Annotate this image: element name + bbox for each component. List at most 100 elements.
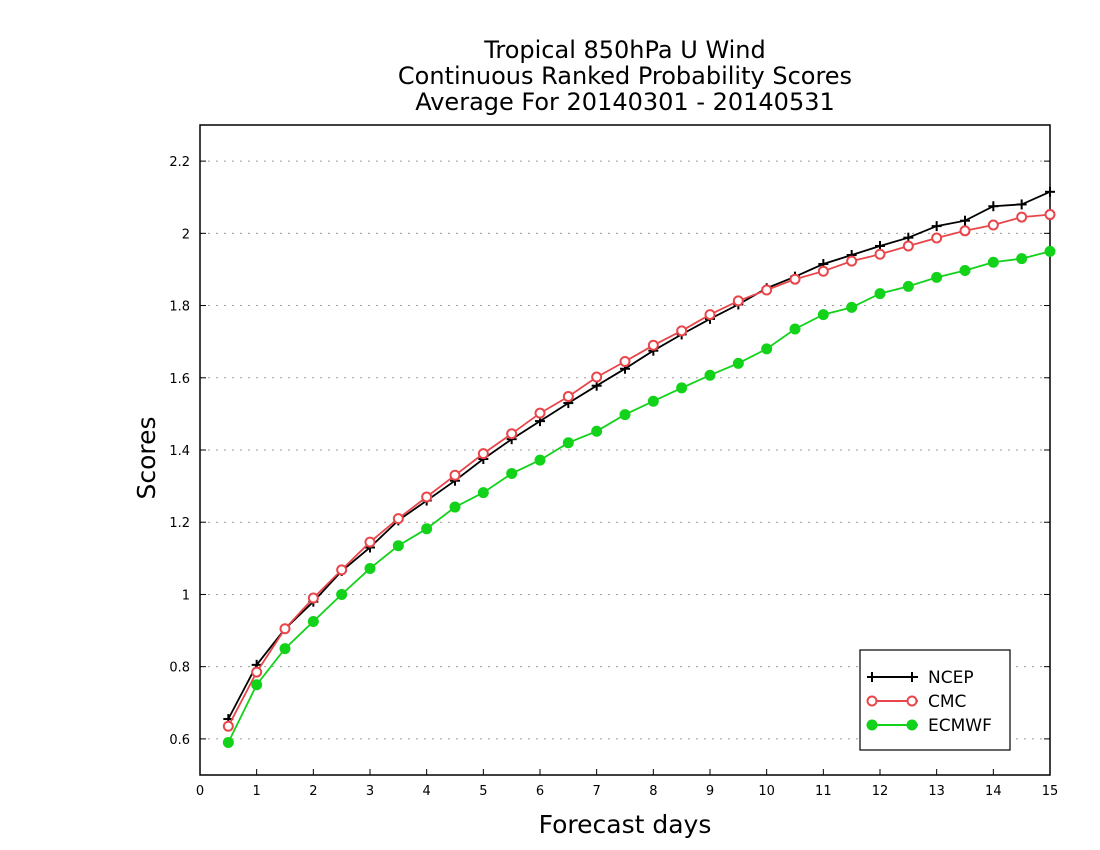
y-tick-label: 1.2 <box>169 516 190 531</box>
data-point-ecmwf <box>477 487 489 499</box>
x-tick-label: 0 <box>196 784 204 799</box>
data-point-cmc <box>421 491 433 503</box>
x-tick-label: 5 <box>479 784 487 799</box>
data-point-ecmwf <box>562 437 574 449</box>
legend-marker-cmc <box>866 695 878 707</box>
data-point-ecmwf <box>336 588 348 600</box>
data-point-ncep <box>1045 186 1055 197</box>
data-point-ecmwf <box>874 288 886 300</box>
x-tick-label: 10 <box>758 784 775 799</box>
legend-entries: NCEP CMC ECMWF <box>866 668 992 736</box>
data-point-ecmwf <box>789 323 801 335</box>
data-point-cmc <box>534 407 546 419</box>
data-point-cmc <box>732 295 744 307</box>
data-point-cmc <box>477 448 489 460</box>
chart-title-line-3: Average For 20140301 - 20140531 <box>415 88 835 116</box>
chart-title-line-2: Continuous Ranked Probability Scores <box>398 62 852 90</box>
data-point-ecmwf <box>222 737 234 748</box>
y-axis-ticks: 0.6 0.8 1 1.2 1.4 1.6 1.8 2 2.2 <box>169 155 1050 748</box>
legend-label-ecmwf: ECMWF <box>928 716 992 736</box>
legend-marker-ecmwf <box>906 719 918 731</box>
x-tick-label: 13 <box>928 784 945 799</box>
y-tick-label: 2 <box>182 227 190 242</box>
legend-label-cmc: CMC <box>928 692 966 712</box>
data-point-ecmwf <box>647 395 659 407</box>
x-tick-label: 8 <box>649 784 657 799</box>
data-point-ncep <box>931 221 942 232</box>
data-point-cmc <box>392 513 404 525</box>
data-point-ecmwf <box>1044 245 1056 257</box>
data-point-ecmwf <box>279 643 291 655</box>
data-point-ncep <box>960 215 970 226</box>
data-point-ecmwf <box>817 309 829 321</box>
data-point-cmc <box>817 265 829 277</box>
data-point-ecmwf <box>591 425 603 437</box>
x-axis-label: Forecast days <box>539 810 712 839</box>
data-point-ncep <box>1016 199 1027 210</box>
data-point-ecmwf <box>307 616 319 628</box>
data-point-cmc <box>364 536 376 548</box>
y-tick-label: 1 <box>182 588 190 603</box>
series-line-ncep <box>227 190 1051 720</box>
y-axis-label: Scores <box>132 416 161 499</box>
data-point-ecmwf <box>1016 253 1028 265</box>
data-point-cmc <box>676 325 688 337</box>
x-tick-label: 6 <box>536 784 544 799</box>
series-ncep <box>223 186 1055 725</box>
data-point-ecmwf <box>449 501 461 513</box>
data-point-cmc <box>846 255 858 267</box>
data-point-cmc <box>1016 211 1028 223</box>
data-point-cmc <box>761 284 773 296</box>
data-point-ecmwf <box>676 382 688 394</box>
x-tick-label: 11 <box>815 784 832 799</box>
data-point-ecmwf <box>987 256 999 268</box>
data-point-ecmwf <box>959 265 971 277</box>
legend: NCEP CMC ECMWF <box>859 649 1011 751</box>
data-point-cmc <box>506 428 518 440</box>
legend-label-ncep: NCEP <box>928 668 974 688</box>
data-point-cmc <box>449 469 461 481</box>
series-cmc <box>222 209 1056 732</box>
data-point-ecmwf <box>761 343 773 355</box>
data-point-cmc <box>647 339 659 351</box>
data-point-cmc <box>704 309 716 321</box>
series-layer <box>222 186 1056 748</box>
x-axis-ticks: 0 1 2 3 4 5 6 7 8 9 10 11 12 13 14 15 <box>196 769 1058 799</box>
legend-marker-ncep <box>867 672 877 682</box>
data-point-ncep <box>988 201 999 212</box>
data-point-ecmwf <box>846 301 858 313</box>
data-point-cmc <box>222 720 234 732</box>
legend-entry-cmc: CMC <box>866 692 966 712</box>
data-point-ecmwf <box>364 562 376 574</box>
data-point-ecmwf <box>704 369 716 381</box>
chart-title: Tropical 850hPa U Wind Continuous Ranked… <box>398 36 852 116</box>
data-point-ecmwf <box>931 271 943 283</box>
x-tick-label: 12 <box>872 784 889 799</box>
data-point-cmc <box>931 232 943 244</box>
legend-marker-ncep <box>907 672 917 682</box>
data-point-cmc <box>591 371 603 383</box>
legend-marker-cmc <box>906 695 918 707</box>
y-tick-label: 1.8 <box>169 300 190 315</box>
grid-lines <box>200 160 1050 740</box>
data-point-cmc <box>987 219 999 231</box>
legend-entry-ecmwf: ECMWF <box>866 716 992 736</box>
data-point-ecmwf <box>619 409 631 421</box>
x-tick-label: 2 <box>309 784 317 799</box>
data-point-cmc <box>619 356 631 368</box>
y-tick-label: 1.4 <box>169 444 190 459</box>
data-point-cmc <box>789 273 801 285</box>
data-point-cmc <box>251 666 263 678</box>
x-tick-label: 1 <box>253 784 261 799</box>
y-tick-label: 0.8 <box>169 661 190 676</box>
data-point-ecmwf <box>902 280 914 292</box>
y-tick-label: 2.2 <box>169 155 190 170</box>
data-point-cmc <box>279 623 291 635</box>
series-ecmwf <box>222 245 1056 748</box>
data-point-cmc <box>336 564 348 576</box>
data-point-cmc <box>1044 209 1056 221</box>
x-tick-label: 7 <box>593 784 601 799</box>
y-tick-label: 1.6 <box>169 372 190 387</box>
data-point-cmc <box>562 391 574 403</box>
